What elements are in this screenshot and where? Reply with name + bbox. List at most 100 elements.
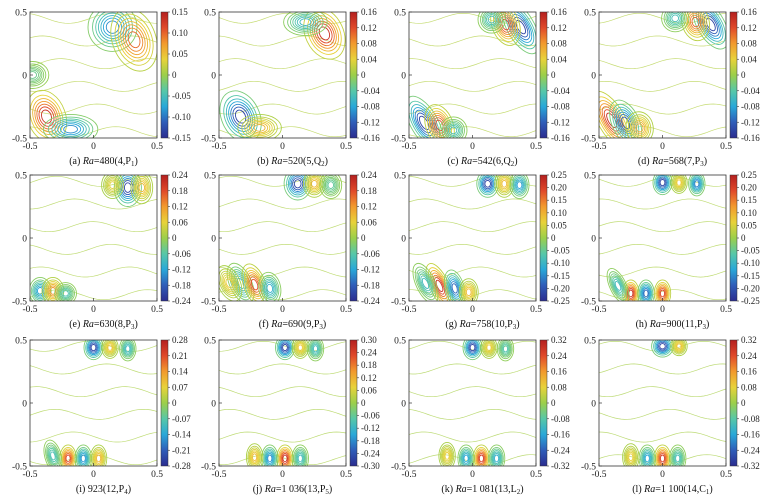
background-contour [599,289,726,301]
cell-contour [282,344,288,352]
cell-contour [80,454,86,463]
cell-contour [467,341,478,354]
cell-contour [279,340,291,356]
cell-contour [294,15,317,29]
colorbar-tick-label: -0.08 [551,414,570,424]
colorbar-tick-label: 0.24 [741,351,757,361]
cell-contour [659,179,666,187]
cell-contour [599,91,633,138]
cell-contour [30,276,52,301]
colorbar-tick-label: 0.10 [741,208,757,218]
cell-contour [673,175,685,190]
cell-contour [302,175,326,198]
cell-contour [59,287,72,299]
cell-contour [258,271,282,301]
colorbar-tick-label: 0 [741,398,746,408]
cell-contour [419,273,432,294]
cell-contour [608,271,628,301]
cell-contour [223,95,258,138]
colorbar-tick-label: -0.24 [361,448,380,458]
cell-contour [325,178,337,192]
x-tick-label: 0 [660,142,665,152]
cell-contour [441,118,465,138]
cell-contour [261,276,278,300]
cell-contour [500,341,511,357]
cell-contour [485,343,493,353]
cell-contour [309,178,319,190]
colorbar [160,174,169,302]
colorbar-tick-label: 0.24 [551,351,567,361]
background-contour [599,431,726,443]
cell-contour [606,267,630,301]
x-tick-label: 0 [91,142,96,152]
cell-contour [293,179,302,189]
colorbar-tick-label: 0.20 [551,183,567,193]
y-tick-label: -0.5 [581,463,596,473]
cell-contour [611,275,625,297]
cell-contour [499,340,512,358]
cell-contour [280,451,290,466]
cell-contour [294,448,307,466]
cell-contour [321,175,341,197]
background-contour [409,243,536,255]
colorbar-tick-label: -0.21 [172,445,191,455]
cell-contour [30,63,47,87]
cell-contour [486,14,498,26]
background-contour [599,12,726,24]
cell-contour [263,448,276,466]
colorbar-tick-label: 0.07 [172,382,188,392]
panel-caption: (h) Ra=900(11,P3) [636,319,710,331]
cell-contour [492,451,501,466]
cell-contour [30,71,38,79]
cell-contour [659,343,666,350]
panel-k: -0.5 0 0.5 0.5 0 -0.5 0.32 0.24 0.16 0.08 0 -0.08 -0… [391,335,570,496]
cell-contour [296,343,304,353]
colorbar-tick-label: -0.12 [361,117,380,127]
cell-contour [516,181,523,189]
colorbar-tick-label: 0.12 [172,202,188,212]
cell-contour [120,21,149,59]
x-tick-label: 0.5 [720,470,732,480]
cell-contour [92,12,133,48]
cell-contour [416,269,435,298]
cell-contour [482,176,494,191]
contour-lines [409,340,536,466]
cell-contour [281,342,289,353]
cell-contour [674,177,684,189]
cell-contour [291,444,309,466]
cell-contour [295,342,305,354]
cell-contour [122,24,146,56]
cell-contour [30,61,50,89]
cell-contour [38,106,55,127]
cell-contour [430,112,449,138]
cell-contour [657,176,668,189]
cell-contour [464,340,481,358]
x-tick-label: -0.5 [401,470,416,480]
colorbar-tick-label: 0.16 [551,367,567,377]
colorbar-tick-label: -0.24 [361,296,380,306]
colorbar-tick-label: 0 [172,398,177,408]
background-contour [219,340,346,352]
colorbar-tick-label: 0.25 [741,170,757,180]
cell-contour [613,278,623,293]
cell-contour [502,345,509,353]
cell-contour [511,175,528,197]
panel-h: -0.5 0 0.5 0.5 0 -0.5 0.25 0.20 0.15 0.10 0.05 0 -0.… [581,170,760,331]
cell-contour [122,341,133,357]
cell-contour [640,446,655,466]
colorbar-tick-label: 0.12 [361,373,377,383]
colorbar-tick-label: -0.20 [551,283,570,293]
colorbar-tick-label: -0.12 [361,423,380,433]
cell-contour [222,274,236,293]
cell-contour [30,89,68,138]
cell-contour [449,279,461,298]
colorbar-tick-label: -0.04 [741,86,760,96]
colorbar-tick-label: -0.18 [361,280,380,290]
cell-contour [458,278,479,301]
colorbar-tick-label: -0.16 [741,430,760,440]
background-contour [409,221,536,233]
plot-frame [218,11,347,139]
x-tick-label: -0.5 [591,305,606,315]
cell-contour [671,340,687,355]
cell-contour [296,16,314,28]
